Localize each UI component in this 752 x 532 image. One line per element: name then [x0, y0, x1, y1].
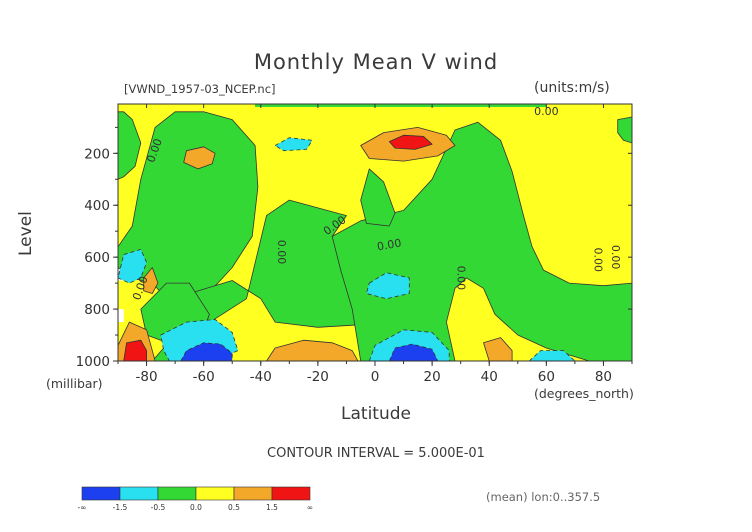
x-axis: -80 -60 -40 -20 0 20 40 60 80: [117, 104, 633, 385]
plot-area: [118, 104, 632, 361]
contour-region-red: [123, 339, 148, 361]
contour-region-blue: [388, 343, 439, 361]
colorbar-tick-label: 0.0: [190, 503, 202, 512]
contour-label: 0.00: [455, 266, 468, 291]
colorbar-tick-label: -∞: [78, 503, 87, 512]
contour-region-green: [360, 168, 396, 227]
colorbar-swatch: [81, 486, 121, 501]
contour-label: 0.00: [275, 240, 288, 265]
colorbar-tick-label: 0.5: [228, 503, 240, 512]
colorbar-swatch: [157, 486, 197, 501]
x-tick-label: -40: [250, 369, 272, 385]
x-tick-label: 40: [481, 369, 498, 385]
colorbar-tick-label: -1.5: [113, 503, 128, 512]
colorbar: -∞ -1.5 -0.5 0.0 0.5 1.5 ∞: [78, 486, 313, 512]
file-label: [VWND_1957-03_NCEP.nc]: [124, 82, 276, 96]
contour-region-cyan: [274, 137, 313, 152]
colorbar-swatch: [271, 486, 311, 501]
units-label: (units:m/s): [534, 80, 610, 96]
contour-region-red: [388, 134, 433, 150]
y-tick-label: 200: [84, 146, 110, 162]
y-tick-label: 600: [84, 250, 110, 266]
y-axis-unit: (millibar): [46, 376, 103, 391]
chart-title: Monthly Mean V wind: [253, 50, 499, 74]
contour-region-blue: [180, 342, 233, 361]
contour-region-green: [118, 111, 142, 180]
contour-region-cyan: [365, 272, 410, 300]
y-tick-label: 1000: [76, 354, 110, 370]
contour-label: 0.00: [609, 245, 622, 270]
contour-region-orange: [483, 337, 513, 361]
y-tick-label: 400: [84, 198, 110, 214]
contour-region-orange: [143, 267, 159, 294]
contour-region-cyan: [528, 350, 576, 361]
colorbar-tick-label: 1.5: [266, 503, 278, 512]
colorbar-tick-label: -0.5: [151, 503, 166, 512]
contour-region-orange: [183, 146, 216, 170]
x-tick-label: -20: [307, 369, 329, 385]
x-tick-label: 20: [424, 369, 441, 385]
contour-region-green: [617, 116, 632, 144]
mean-note: (mean) lon:0..357.5: [486, 490, 601, 504]
x-axis-label: Latitude: [341, 404, 411, 424]
x-tick-label: 80: [595, 369, 612, 385]
missing-data-patch: [118, 309, 124, 323]
colorbar-swatch: [119, 486, 159, 501]
colorbar-swatch: [195, 486, 235, 501]
contour-label: 0.00: [592, 248, 605, 273]
x-tick-label: 0: [371, 369, 380, 385]
contour-region-orange: [266, 339, 359, 361]
contour-region-cyan: [118, 248, 148, 284]
y-axis: 200 400 600 800 1000: [76, 126, 632, 370]
contour-interval-note: CONTOUR INTERVAL = 5.000E-01: [267, 446, 485, 461]
colorbar-swatch: [233, 486, 273, 501]
contour-label: 0.00: [534, 105, 559, 118]
x-tick-label: 60: [538, 369, 555, 385]
x-tick-label: -80: [136, 369, 158, 385]
contour-label: 0.00: [376, 236, 402, 253]
top-strip: [255, 104, 547, 107]
x-tick-label: -60: [193, 369, 215, 385]
x-axis-unit: (degrees_north): [534, 386, 634, 401]
y-tick-label: 800: [84, 302, 110, 318]
colorbar-tick-label: ∞: [307, 503, 313, 512]
